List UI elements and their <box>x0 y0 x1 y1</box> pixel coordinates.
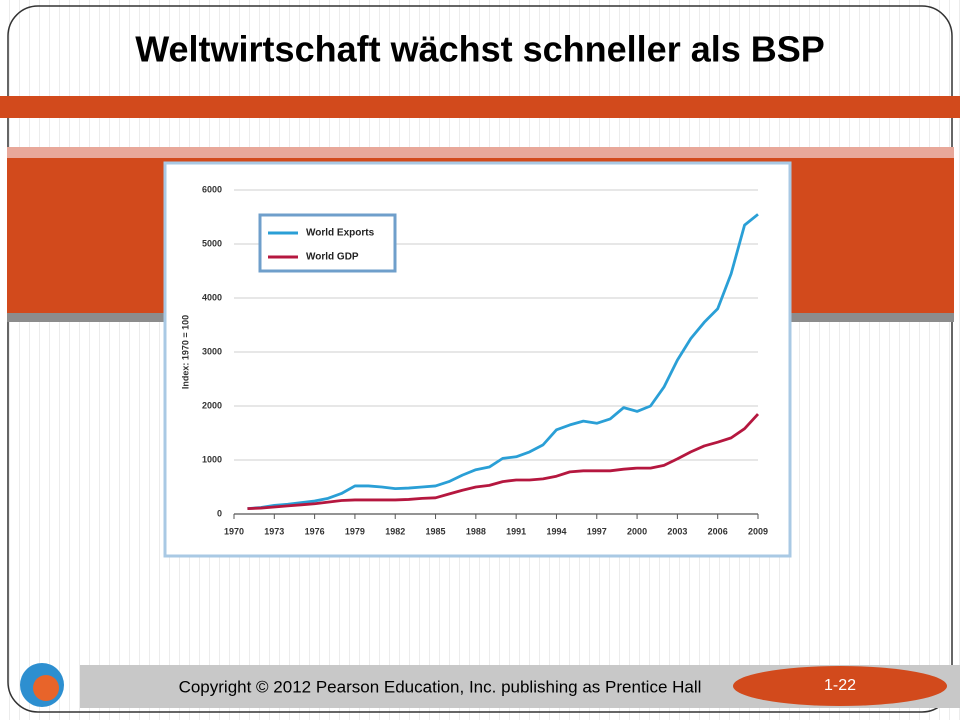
logo-inner <box>33 675 59 701</box>
y-tick-label: 2000 <box>202 400 222 410</box>
x-tick-label: 2003 <box>667 526 687 536</box>
y-tick-label: 3000 <box>202 346 222 356</box>
x-tick-label: 1997 <box>587 526 607 536</box>
x-tick-label: 1973 <box>264 526 284 536</box>
page-number: 1-22 <box>824 677 856 694</box>
y-tick-label: 4000 <box>202 292 222 302</box>
x-tick-label: 1988 <box>466 526 486 536</box>
title-bar <box>0 96 960 118</box>
y-axis-label: Index: 1970 = 100 <box>180 315 190 389</box>
x-tick-label: 1979 <box>345 526 365 536</box>
y-tick-label: 6000 <box>202 184 222 194</box>
series-line <box>247 413 760 510</box>
slide-title: Weltwirtschaft wächst schneller als BSP <box>135 29 825 70</box>
x-tick-label: 1991 <box>506 526 526 536</box>
page-badge <box>733 666 947 706</box>
x-tick-label: 1976 <box>305 526 325 536</box>
y-tick-label: 1000 <box>202 454 222 464</box>
y-tick-label: 0 <box>217 508 222 518</box>
footer-text: Copyright © 2012 Pearson Education, Inc.… <box>179 677 702 696</box>
x-tick-label: 2000 <box>627 526 647 536</box>
stripe <box>7 147 954 158</box>
legend-box <box>258 213 397 273</box>
legend-label: World Exports <box>306 228 375 239</box>
series-line <box>247 213 759 510</box>
x-tick-label: 1970 <box>224 526 244 536</box>
x-tick-label: 2009 <box>748 526 768 536</box>
x-tick-label: 1985 <box>426 526 446 536</box>
x-tick-label: 2006 <box>708 526 728 536</box>
slide-border <box>7 5 953 713</box>
x-tick-label: 1994 <box>546 526 566 536</box>
x-tick-label: 1982 <box>385 526 405 536</box>
y-tick-label: 5000 <box>202 238 222 248</box>
chart: 0 1000 2000 3000 4000 5000 6000 1970 1973 1976 197… <box>180 184 768 536</box>
legend-label: World GDP <box>306 252 359 263</box>
